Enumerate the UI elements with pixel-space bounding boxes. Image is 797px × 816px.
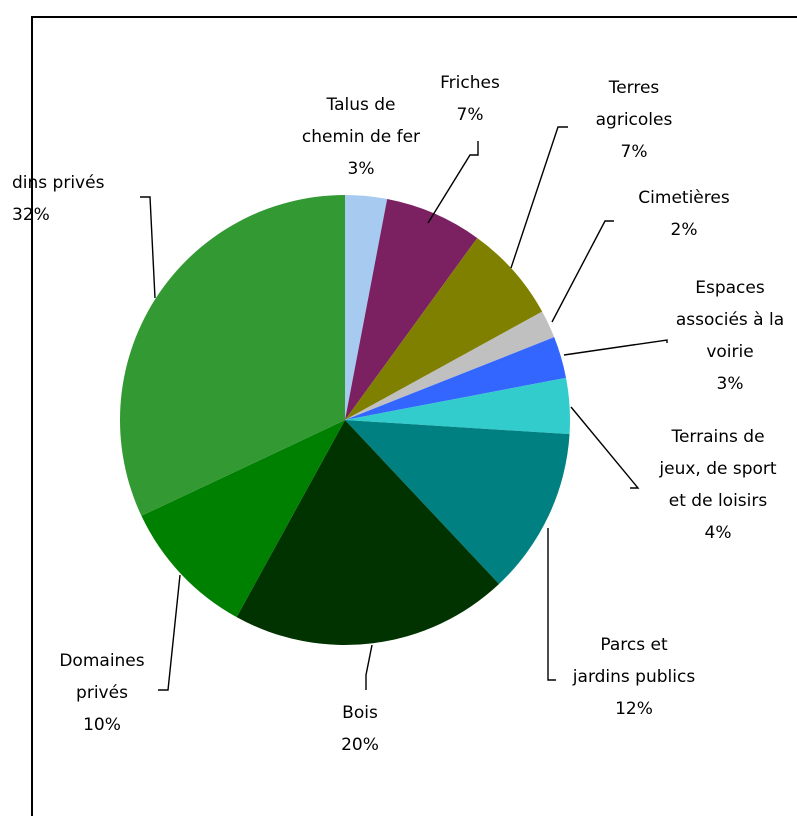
slice-name-label: Friches [440, 73, 500, 93]
leader-line [365, 644, 373, 690]
leader-line [563, 339, 668, 356]
pie-slice [345, 237, 543, 420]
slice-percent-label: 2% [671, 220, 698, 240]
slice-name-label: Terres [608, 78, 660, 98]
slice-name-label: privés [76, 683, 128, 703]
slice-percent-label: 20% [341, 735, 379, 755]
pie-slice [236, 420, 500, 645]
pie-slices [119, 194, 571, 645]
slice-percent-label: 4% [705, 523, 732, 543]
chart-frame [31, 16, 797, 816]
slice-percent-label: 7% [457, 105, 484, 125]
slice-label: Bois 20% [341, 703, 379, 755]
slice-label: dins privés 32% [12, 173, 105, 225]
leader-line [140, 196, 156, 299]
slice-label: Friches 7% [440, 73, 500, 125]
slice-percent-label: 3% [348, 159, 375, 179]
pie-slice [345, 420, 570, 585]
slice-percent-label: 12% [615, 699, 653, 719]
slice-name-label: Espaces [695, 278, 765, 298]
slice-name-label: Domaines [59, 651, 144, 671]
leader-line [551, 220, 614, 323]
slice-name-label: Bois [342, 703, 378, 723]
slice-label: Talus de chemin de fer 3% [302, 95, 420, 179]
leader-line [158, 574, 181, 691]
slice-name-label: agricoles [596, 110, 673, 130]
slice-label: Parcs et jardins publics 12% [572, 635, 696, 719]
pie-slice [141, 420, 345, 618]
slice-name-label: Cimetières [638, 188, 730, 208]
slice-name-label: chemin de fer [302, 127, 420, 147]
leader-line [510, 126, 568, 269]
slice-label: Terres agricoles 7% [596, 78, 673, 162]
slice-name-label: et de loisirs [669, 491, 768, 511]
slice-labels: Talus de chemin de fer 3% Friches 7% Terres ag… [12, 73, 784, 755]
leader-lines [140, 126, 668, 691]
slice-name-label: Parcs et [600, 635, 668, 655]
slice-name-label: voirie [706, 342, 753, 362]
slice-label: Cimetières 2% [638, 188, 730, 240]
slice-name-label: Terrains de [670, 427, 764, 447]
slice-label: Espaces associés à la voirie 3% [676, 278, 784, 394]
slice-percent-label: 10% [83, 715, 121, 735]
leader-line [427, 141, 479, 224]
slice-name-label: jardins publics [572, 667, 696, 687]
slice-percent-label: 3% [717, 374, 744, 394]
pie-slice [345, 337, 567, 420]
pie-slice [345, 311, 555, 420]
pie-slice [345, 198, 478, 420]
slice-percent-label: 7% [621, 142, 648, 162]
pie-slice [119, 194, 345, 516]
slice-name-label: dins privés [12, 173, 105, 193]
slice-label: Terrains de jeux, de sport et de loisirs 4% [658, 427, 777, 543]
pie-chart: Talus de chemin de fer 3% Friches 7% Terres ag… [12, 73, 784, 755]
pie-slice [345, 195, 388, 420]
leader-line [547, 528, 556, 681]
slice-name-label: Talus de [326, 95, 396, 115]
slice-label: Domaines privés 10% [59, 651, 144, 735]
leader-line [570, 406, 640, 489]
slice-name-label: jeux, de sport [658, 459, 777, 479]
slice-name-label: associés à la [676, 310, 784, 330]
pie-slice [345, 377, 571, 435]
slice-percent-label: 32% [12, 205, 50, 225]
